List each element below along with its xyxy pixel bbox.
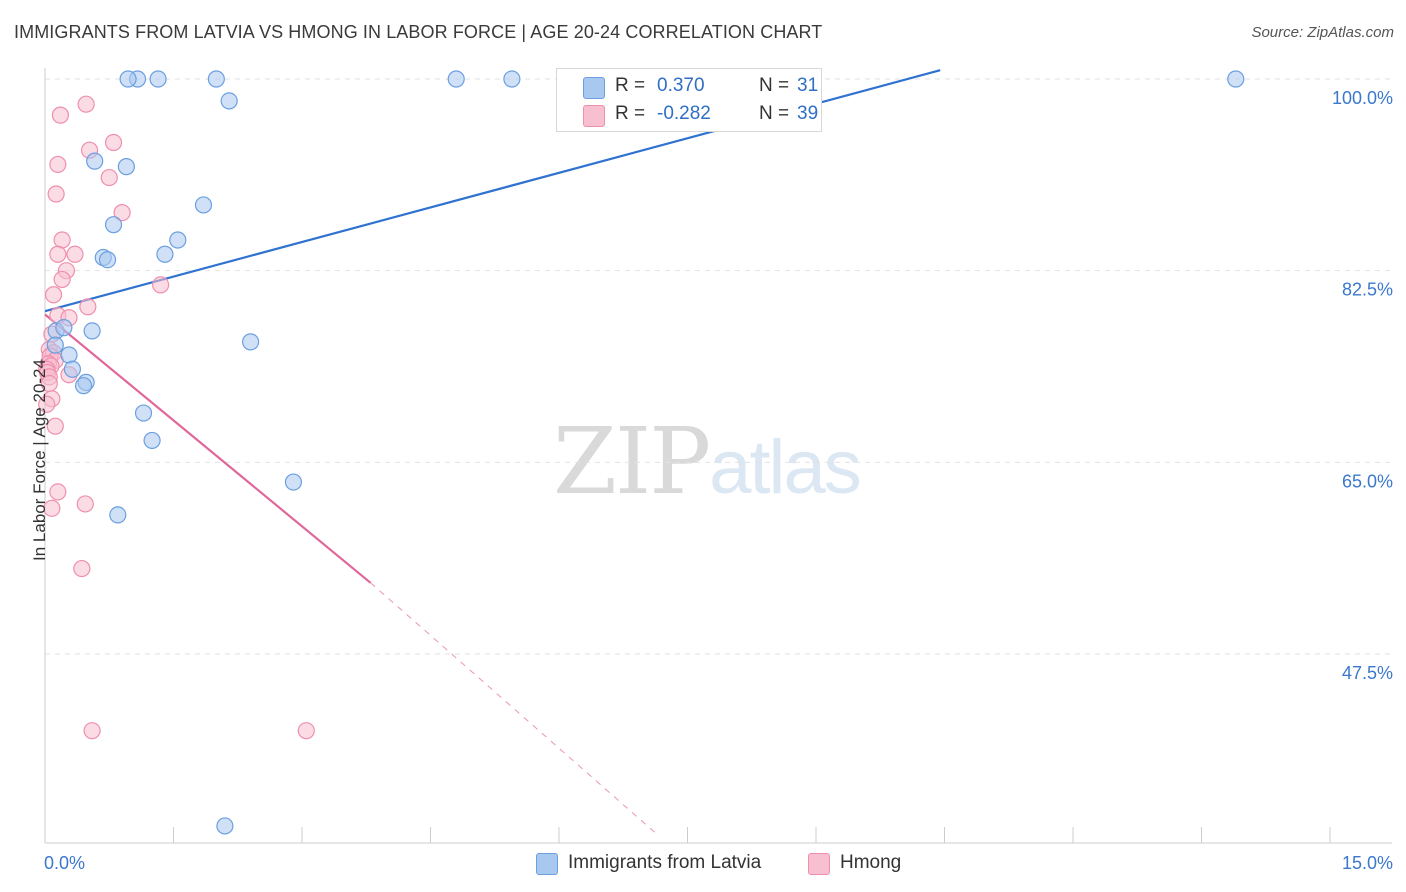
hmong-point [51, 106, 70, 124]
legend-label-hmong: Hmong [840, 852, 902, 873]
axes [44, 68, 1392, 844]
hmong-point [43, 499, 61, 517]
latvia-point [55, 319, 73, 337]
legend-r-value: 0.370 [657, 75, 705, 96]
series-legend: Immigrants from Latvia Hmong [0, 852, 1406, 878]
latvia-point [109, 506, 127, 524]
hmong-point [53, 231, 71, 249]
hmong-point [100, 168, 118, 187]
legend-swatch-latvia [536, 853, 558, 875]
latvia-point [156, 245, 174, 263]
hmong-point [44, 286, 63, 304]
latvia-point [74, 377, 93, 395]
latvia-point [220, 92, 238, 110]
latvia-point [143, 431, 161, 450]
legend-label-latvia: Immigrants from Latvia [568, 852, 762, 873]
latvia-point [134, 404, 153, 422]
hmong-point [104, 133, 123, 152]
legend-n-label: N = [759, 75, 790, 96]
legend-swatch-latvia [583, 77, 605, 99]
legend-swatch-hmong [808, 853, 830, 875]
legend-r-label: R = [615, 75, 646, 96]
hmong-point [49, 483, 67, 501]
latvia-point [216, 817, 234, 835]
legend-r-value: -0.282 [657, 103, 711, 124]
latvia-point [194, 196, 213, 214]
latvia-point [119, 70, 137, 88]
legend-r-label: R = [615, 103, 646, 124]
hmong-point [49, 245, 67, 263]
y-axis-label: In Labor Force | Age 20-24 [30, 359, 49, 561]
y-tick-label: 82.5% [1342, 280, 1393, 300]
latvia-point [46, 336, 64, 354]
hmong-point [83, 722, 101, 740]
latvia-point [60, 346, 78, 364]
latvia-point [207, 70, 225, 88]
source-credit: Source: ZipAtlas.com [1251, 24, 1394, 41]
legend-swatch-hmong [583, 105, 605, 127]
hmong-point [297, 722, 315, 740]
y-tick-label: 65.0% [1342, 471, 1393, 491]
latvia-point [284, 473, 303, 491]
hmong-point [47, 185, 65, 203]
x-tick-label: 0.0% [44, 853, 85, 873]
y-tick-label: 47.5% [1342, 663, 1393, 683]
hmong-point [38, 395, 56, 413]
y-tick-label: 100.0% [1332, 88, 1393, 108]
chart-title: IMMIGRANTS FROM LATVIA VS HMONG IN LABOR… [14, 22, 823, 42]
latvia-point [63, 360, 82, 378]
legend-n-label: N = [759, 103, 790, 124]
latvia-point [98, 251, 117, 269]
hmong-point [77, 95, 95, 113]
latvia-point [447, 70, 465, 88]
latvia-point [86, 152, 104, 170]
hmong-point [53, 270, 71, 289]
latvia-point [242, 333, 260, 351]
latvia-point [1227, 70, 1245, 88]
latvia-point [149, 70, 167, 88]
zipatlas-watermark: ZIPatlas [553, 408, 862, 515]
latvia-point [503, 70, 521, 88]
latvia-point [104, 216, 123, 234]
trend-line-hmong [370, 582, 658, 836]
y-tick-labels: 100.0% 82.5% 65.0% 47.5% 0.0% 15.0% [44, 88, 1393, 873]
hmong-point [113, 204, 131, 222]
hmong-point [73, 559, 91, 578]
watermark-atlas: atlas [709, 425, 862, 510]
trend-lines [44, 69, 941, 836]
hmong-point [66, 245, 84, 263]
correlation-legend: R = 0.370 N = 31 R = -0.282 N = 39 [556, 68, 822, 132]
hmong-point [46, 417, 64, 435]
legend-n-value: 39 [797, 103, 819, 124]
watermark-zip: ZIP [553, 408, 711, 515]
trend-line-hmong [44, 313, 372, 584]
hmong-point [49, 155, 67, 174]
hmong-point [76, 495, 94, 513]
data-points [38, 70, 1245, 835]
latvia-point [169, 231, 187, 249]
x-tick-label: 15.0% [1342, 853, 1393, 873]
hmong-point [152, 276, 170, 294]
legend-n-value: 31 [797, 75, 819, 96]
latvia-point [117, 158, 135, 176]
grid-lines [45, 78, 1392, 655]
hmong-point [79, 298, 97, 316]
latvia-point [83, 322, 101, 340]
